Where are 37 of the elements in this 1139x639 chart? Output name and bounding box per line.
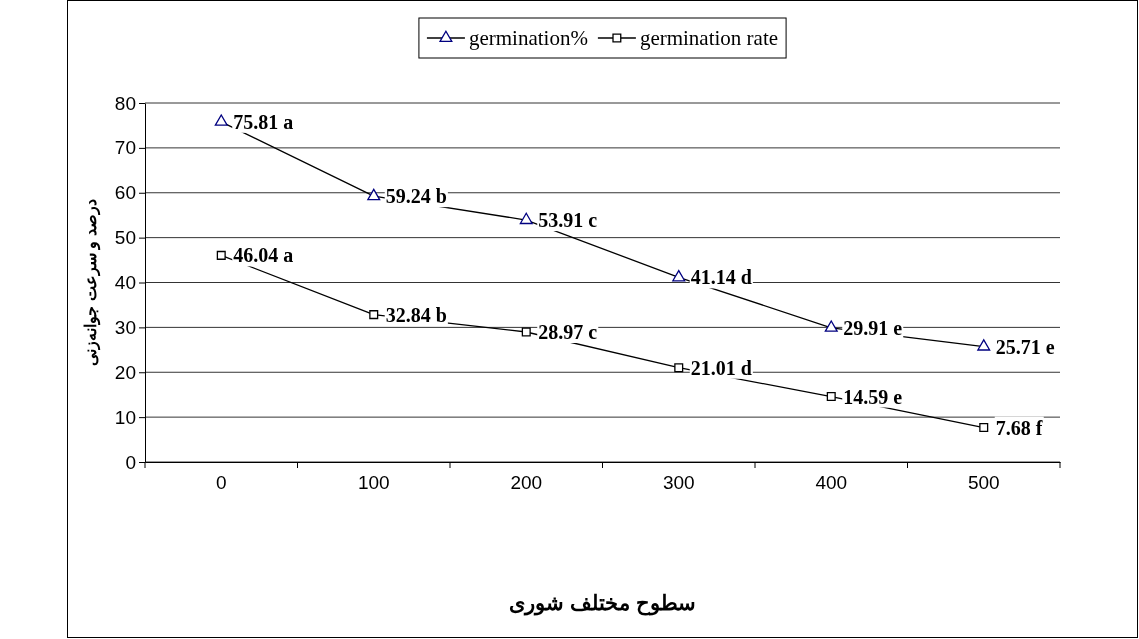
data-label: 32.84 b (385, 303, 447, 326)
y-tick-label: 40 (114, 272, 136, 294)
y-tick-label: 80 (114, 92, 136, 114)
y-tick-label: 60 (114, 182, 136, 204)
legend-label: germination rate (639, 26, 779, 50)
y-tick-label: 10 (114, 406, 136, 428)
data-label: 7.68 f (995, 416, 1043, 439)
x-tick-label: 300 (662, 472, 695, 494)
y-tick-label: 0 (125, 451, 136, 473)
data-label: 41.14 d (690, 266, 752, 289)
data-label: 28.97 c (538, 321, 598, 343)
x-tick-label: 500 (967, 472, 1000, 494)
data-label: 25.71 e (995, 335, 1055, 358)
y-axis-title: درصد و سرعت جوانه‌زنی (82, 199, 101, 366)
x-axis-title: سطوح مختلف شوری (509, 591, 696, 616)
x-tick-label: 100 (357, 472, 390, 494)
point (979, 423, 989, 433)
data-label: 75.81 a (233, 110, 294, 133)
x-tick-label: 200 (510, 472, 543, 494)
y-tick-label: 70 (114, 137, 136, 159)
x-tick-label: 400 (815, 472, 848, 494)
point (216, 250, 226, 260)
data-label: 29.91 e (843, 316, 903, 339)
data-label: 53.91 c (538, 209, 598, 232)
legend-label: germination% (468, 26, 588, 50)
point (521, 327, 531, 337)
point (826, 392, 836, 402)
data-label: 59.24 b (385, 185, 447, 208)
data-label: 14.59 e (843, 385, 903, 408)
point (674, 363, 684, 373)
data-label: 46.04 a (233, 244, 294, 267)
y-tick-label: 50 (114, 227, 136, 249)
y-tick-label: 20 (114, 361, 136, 383)
data-label: 21.01 d (690, 356, 752, 379)
y-tick-label: 30 (114, 316, 136, 338)
point (369, 310, 379, 320)
x-tick-label: 0 (215, 472, 227, 494)
